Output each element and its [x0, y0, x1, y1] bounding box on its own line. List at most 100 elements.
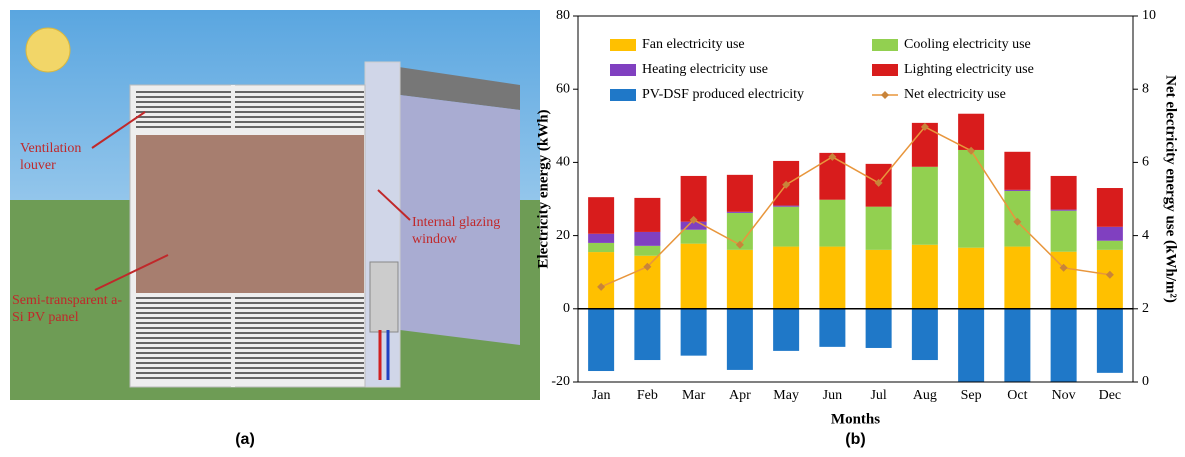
y2-tick-label: 8	[1142, 81, 1149, 96]
bar-segment	[680, 243, 707, 309]
bar-segment	[726, 211, 753, 213]
arrow	[94, 254, 169, 291]
x-tick-label: Mar	[682, 388, 706, 403]
sun	[25, 27, 71, 73]
legend-label: PV-DSF produced electricity	[642, 87, 804, 102]
marker	[1105, 270, 1114, 279]
legend-swatch	[610, 39, 636, 51]
arrow	[377, 189, 411, 221]
marker	[689, 215, 698, 224]
bar-segment	[958, 113, 985, 150]
illustration: (a)	[10, 10, 540, 448]
louvers	[136, 85, 364, 387]
bar-segment	[1050, 308, 1077, 382]
bar-segment	[1096, 240, 1123, 250]
bar-segment	[1050, 251, 1077, 309]
bar-segment	[1050, 175, 1077, 210]
y-tick-label: 40	[556, 155, 570, 170]
bar-segment	[958, 149, 985, 248]
caption: (b)	[845, 431, 865, 448]
bar-segment	[588, 308, 615, 372]
y-tick-label: 20	[556, 228, 570, 243]
pv-panel	[136, 135, 364, 293]
bar-segment	[680, 175, 707, 222]
x-tick-label: Sep	[961, 388, 982, 403]
y2-tick-label: 2	[1142, 301, 1149, 316]
marker	[920, 122, 929, 131]
x-tick-label: Jun	[823, 388, 842, 403]
legend-label: Fan electricity use	[642, 37, 745, 52]
bar-segment	[726, 308, 753, 370]
legend-marker	[881, 91, 889, 99]
x-tick-label: Nov	[1052, 388, 1076, 403]
bar-segment	[726, 174, 753, 212]
bar-segment	[865, 308, 892, 348]
marker	[874, 178, 883, 187]
marker	[597, 282, 606, 291]
bar-segment	[680, 221, 707, 230]
x-tick-label: Jan	[592, 388, 611, 403]
bar-segment	[680, 308, 707, 356]
legend-swatch	[872, 39, 898, 51]
bar-segment	[958, 247, 985, 309]
bar-segment	[634, 197, 661, 232]
x-tick-label: Oct	[1007, 388, 1027, 403]
bar-segment	[819, 199, 846, 247]
bar-segment	[726, 249, 753, 309]
bar-segment	[773, 308, 800, 351]
chart: -20 0 20 40 60 80 0 2 4 6 8 10 Jan Feb Mar Apr May Jun Jul…	[535, 8, 1178, 448]
y-tick-label: 0	[563, 301, 570, 316]
y-tick-label: 80	[556, 8, 570, 23]
marker	[782, 180, 791, 189]
bar-segment	[911, 308, 938, 361]
bar-segment	[1004, 151, 1031, 190]
label: Semi-transparent a-Si PV panel	[12, 293, 123, 325]
bar-segment	[773, 246, 800, 309]
controller	[369, 261, 399, 333]
legend-label: Net electricity use	[904, 87, 1006, 102]
y2-axis-label: Net electricity energy use (kWh/m²)	[1163, 75, 1179, 303]
bar-segment	[1050, 210, 1077, 252]
bar-segment	[1004, 246, 1031, 309]
bar-segment	[773, 205, 800, 207]
side-frame	[364, 61, 401, 388]
bar-segment	[1096, 308, 1123, 373]
bar-segment	[588, 242, 615, 253]
bar-segment	[773, 206, 800, 247]
line	[600, 125, 1110, 288]
y-axis-label: Electricity energy (kWh)	[535, 109, 551, 268]
x-tick-label: Apr	[729, 388, 751, 403]
arrow	[91, 111, 146, 149]
bar-segment	[911, 244, 938, 309]
bar-segment	[819, 308, 846, 347]
legend-swatch	[610, 64, 636, 76]
y2-tick-label: 6	[1142, 155, 1149, 170]
x-tick-label: Aug	[913, 388, 937, 403]
label: Ventilation louver	[20, 141, 82, 173]
bar-segment	[958, 308, 985, 382]
bar-segment	[680, 229, 707, 244]
legend-label: Heating electricity use	[642, 62, 768, 77]
x-tick-label: Dec	[1099, 388, 1122, 403]
y2-tick-label: 0	[1142, 374, 1149, 389]
marker	[643, 262, 652, 271]
y-tick-label: -20	[551, 374, 570, 389]
bar-segment	[1096, 226, 1123, 241]
bar-segment	[634, 308, 661, 361]
bar-segment	[911, 166, 938, 245]
y2-tick-label: 10	[1142, 8, 1156, 23]
bar-segment	[634, 231, 661, 246]
roof	[365, 62, 520, 110]
glazing	[400, 95, 520, 345]
caption: (a)	[235, 431, 255, 448]
plot-frame	[577, 15, 1134, 383]
legend-swatch	[872, 64, 898, 76]
marker	[735, 240, 744, 249]
y-tick-label: 60	[556, 81, 570, 96]
marker	[828, 152, 837, 161]
bar-segment	[634, 245, 661, 256]
marker	[1013, 217, 1022, 226]
bar-segment	[588, 252, 615, 309]
